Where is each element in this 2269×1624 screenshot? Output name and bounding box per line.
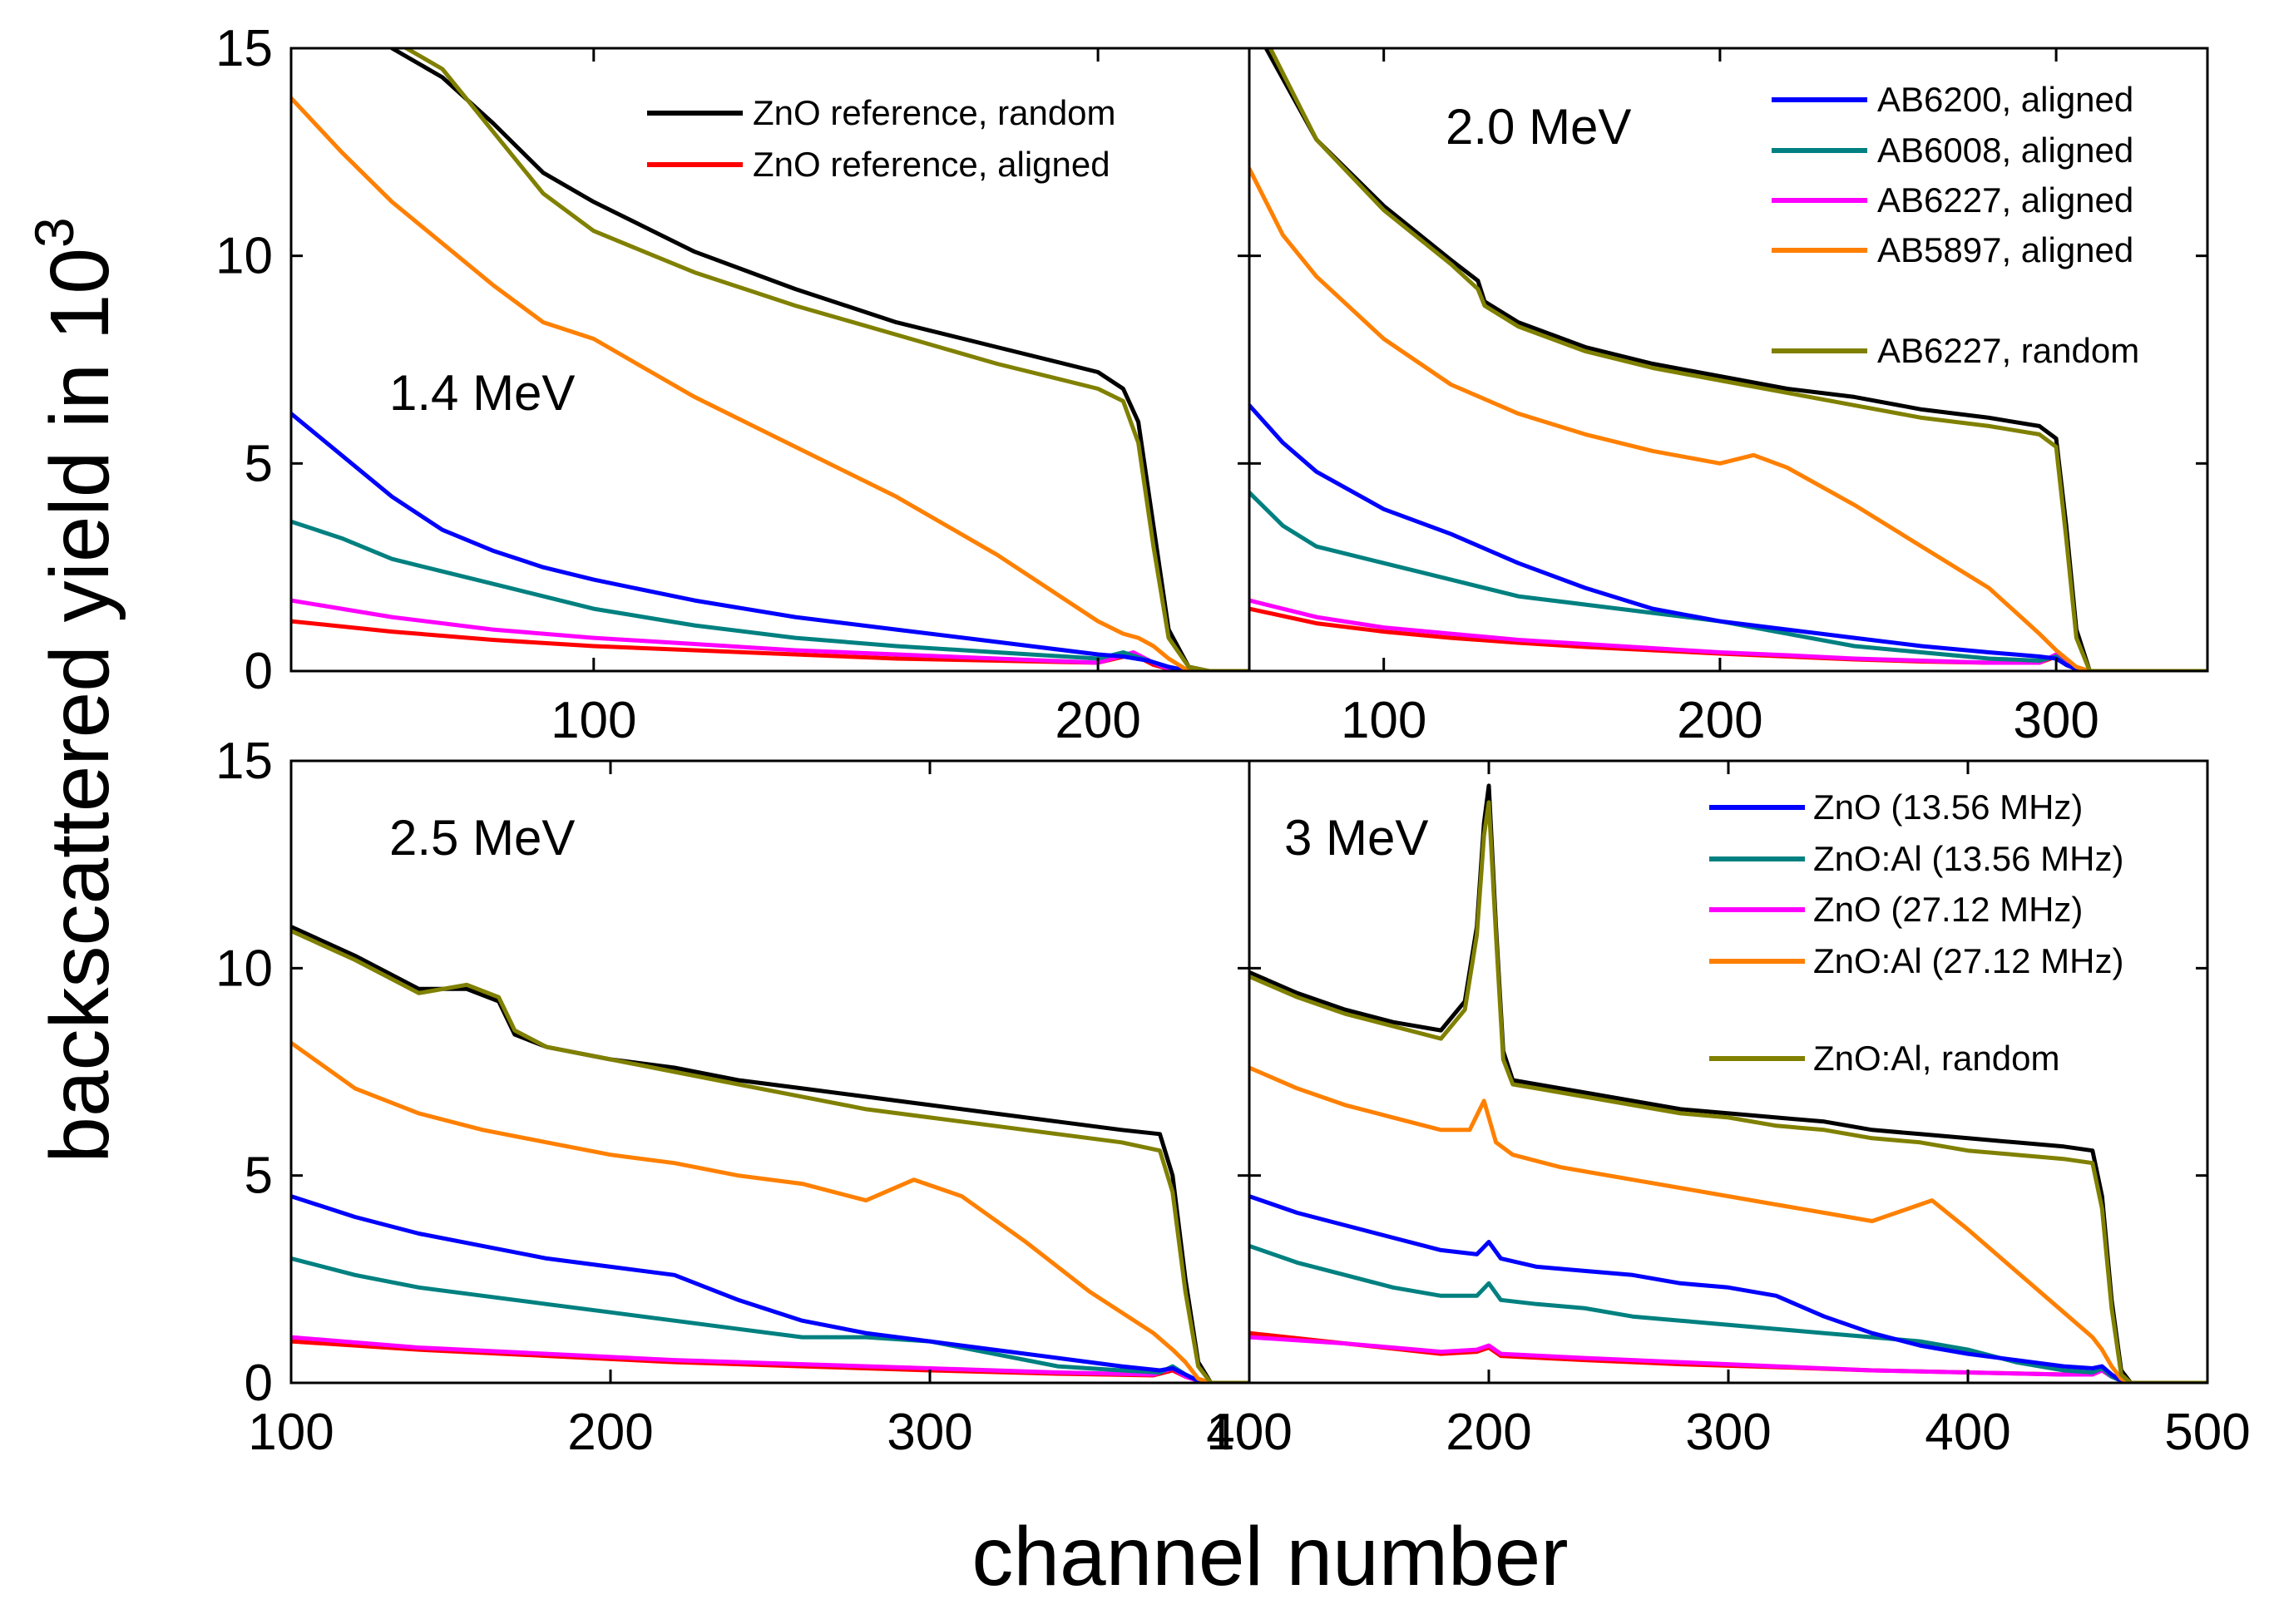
- series-ab5897-aligned-top-left: [291, 96, 1249, 671]
- energy-label-bottom-left: 2.5 MeV: [389, 810, 575, 866]
- legend-label-ab6227-random: AB6227, random: [1877, 331, 2139, 370]
- x-tick-label-bottom-right-400: 400: [1925, 1404, 2010, 1461]
- legend-top-left: ZnO reference, random ZnO reference, ali…: [647, 93, 1116, 184]
- tick-layer-top-left: 0 5 10 15 100 200: [215, 20, 1249, 749]
- x-axis-title: channel number: [971, 1510, 1568, 1603]
- y-axis-title: backscattered yield in 103: [23, 217, 126, 1162]
- x-tick-label-top-right-200: 200: [1677, 692, 1762, 749]
- series-ab6227-random-top-left: [402, 48, 1249, 671]
- series-layer-bottom-left: [291, 925, 1249, 1383]
- y-tick-label-bottom-left-15: 15: [215, 733, 273, 790]
- legend-bottom-right: ZnO (13.56 MHz) ZnO:Al (13.56 MHz) ZnO (…: [1709, 787, 2123, 1078]
- legend-label-znoal-random: ZnO:Al, random: [1813, 1039, 2059, 1078]
- tick-layer-bottom-right: 100 200 300 400 500: [1206, 759, 2251, 1461]
- series-ab5897-aligned-top-right: [1249, 166, 2207, 671]
- series-layer-top-left: [291, 48, 1249, 671]
- legend-label-znoal-1356: ZnO:Al (13.56 MHz): [1813, 839, 2123, 878]
- tick-layer-bottom-left: 0 5 10 15 100 200 300 400: [215, 733, 1293, 1461]
- legend-label-znoal-2712: ZnO:Al (27.12 MHz): [1813, 941, 2123, 980]
- x-tick-label-top-left-200: 200: [1055, 692, 1140, 749]
- y-tick-label-top-left-10: 10: [215, 228, 273, 285]
- series-ab6227-random-top-right: [1268, 48, 2207, 671]
- x-tick-label-bottom-right-100: 100: [1206, 1404, 1292, 1461]
- x-tick-label-bottom-left-100: 100: [248, 1404, 334, 1461]
- series-ab6200-aligned-top-left: [291, 411, 1249, 671]
- y-tick-label-top-left-15: 15: [215, 20, 273, 77]
- series-zno-al-random-bottom-right: [1249, 800, 2207, 1383]
- y-tick-label-bottom-left-10: 10: [215, 940, 273, 997]
- x-tick-label-bottom-left-400: 400: [1206, 1404, 1292, 1461]
- series-ab5897-aligned-bottom-left: [291, 1040, 1249, 1383]
- energy-label-bottom-right: 3 MeV: [1284, 810, 1428, 866]
- x-tick-label-bottom-right-500: 500: [2164, 1404, 2250, 1461]
- x-tick-label-top-left-100: 100: [551, 692, 636, 749]
- x-tick-label-top-right-100: 100: [1341, 692, 1426, 749]
- panel-top-right: 100 200 300 2.0 MeV AB6200, aligned AB6008…: [1248, 47, 2209, 749]
- series-zno-reference-random-bottom-right: [1249, 783, 2207, 1383]
- legend-label-zno-random: ZnO reference, random: [753, 93, 1116, 132]
- x-tick-label-top-right-300: 300: [2013, 692, 2098, 749]
- series-ab6200-aligned-bottom-left: [291, 1194, 1249, 1383]
- series-zno-reference-random-top-left: [389, 48, 1249, 671]
- series-zno-al-27-12-mhz-bottom-right: [1249, 1065, 2207, 1383]
- series-zno-13-56-mhz-bottom-right: [1249, 1194, 2207, 1383]
- legend-label-ab6008: AB6008, aligned: [1877, 131, 2133, 170]
- series-layer-top-right: [1249, 48, 2207, 671]
- y-axis-title-superscript: 3: [23, 217, 85, 248]
- legend-label-ab6227: AB6227, aligned: [1877, 180, 2133, 220]
- plot-frame-bottom-right: [1248, 759, 2209, 1385]
- energy-label-top-left: 1.4 MeV: [389, 365, 575, 421]
- legend-label-zno-2712: ZnO (27.12 MHz): [1813, 890, 2083, 929]
- energy-label-top-right: 2.0 MeV: [1446, 99, 1631, 155]
- x-tick-label-bottom-left-300: 300: [887, 1404, 972, 1461]
- legend-label-ab5897: AB5897, aligned: [1877, 230, 2133, 269]
- legend-label-zno-1356: ZnO (13.56 MHz): [1813, 787, 2083, 827]
- y-axis-title-main: backscattered yield in 10: [33, 248, 126, 1163]
- series-zno-al-13-56-mhz-bottom-right: [1249, 1243, 2207, 1383]
- y-tick-label-bottom-left-0: 0: [245, 1355, 273, 1412]
- x-tick-label-bottom-left-200: 200: [567, 1404, 653, 1461]
- series-ab6227-random-bottom-left: [291, 929, 1249, 1383]
- y-tick-label-top-left-0: 0: [245, 643, 273, 700]
- x-tick-label-bottom-right-200: 200: [1446, 1404, 1531, 1461]
- panel-top-left: 0 5 10 15 100 200 1.4 MeV ZnO reference, rand…: [215, 20, 1251, 749]
- y-tick-label-bottom-left-5: 5: [245, 1148, 273, 1205]
- series-ab6200-aligned-top-right: [1249, 402, 2207, 671]
- panel-bottom-left: 0 5 10 15 100 200 300 400 2.5 MeV: [215, 733, 1293, 1461]
- y-tick-label-top-left-5: 5: [245, 435, 273, 492]
- legend-top-right: AB6200, aligned AB6008, aligned AB6227, …: [1772, 80, 2139, 370]
- legend-label-ab6200: AB6200, aligned: [1877, 80, 2133, 119]
- x-tick-label-bottom-right-300: 300: [1685, 1404, 1771, 1461]
- tick-layer-top-right: 100 200 300: [1249, 47, 2207, 749]
- series-layer-bottom-right: [1249, 783, 2207, 1383]
- panel-bottom-right: 100 200 300 400 500 3 MeV ZnO (13.56 MHz) Zn…: [1206, 759, 2251, 1461]
- legend-label-zno-aligned: ZnO reference, aligned: [753, 145, 1110, 184]
- plot-frame-top-right: [1248, 47, 2209, 673]
